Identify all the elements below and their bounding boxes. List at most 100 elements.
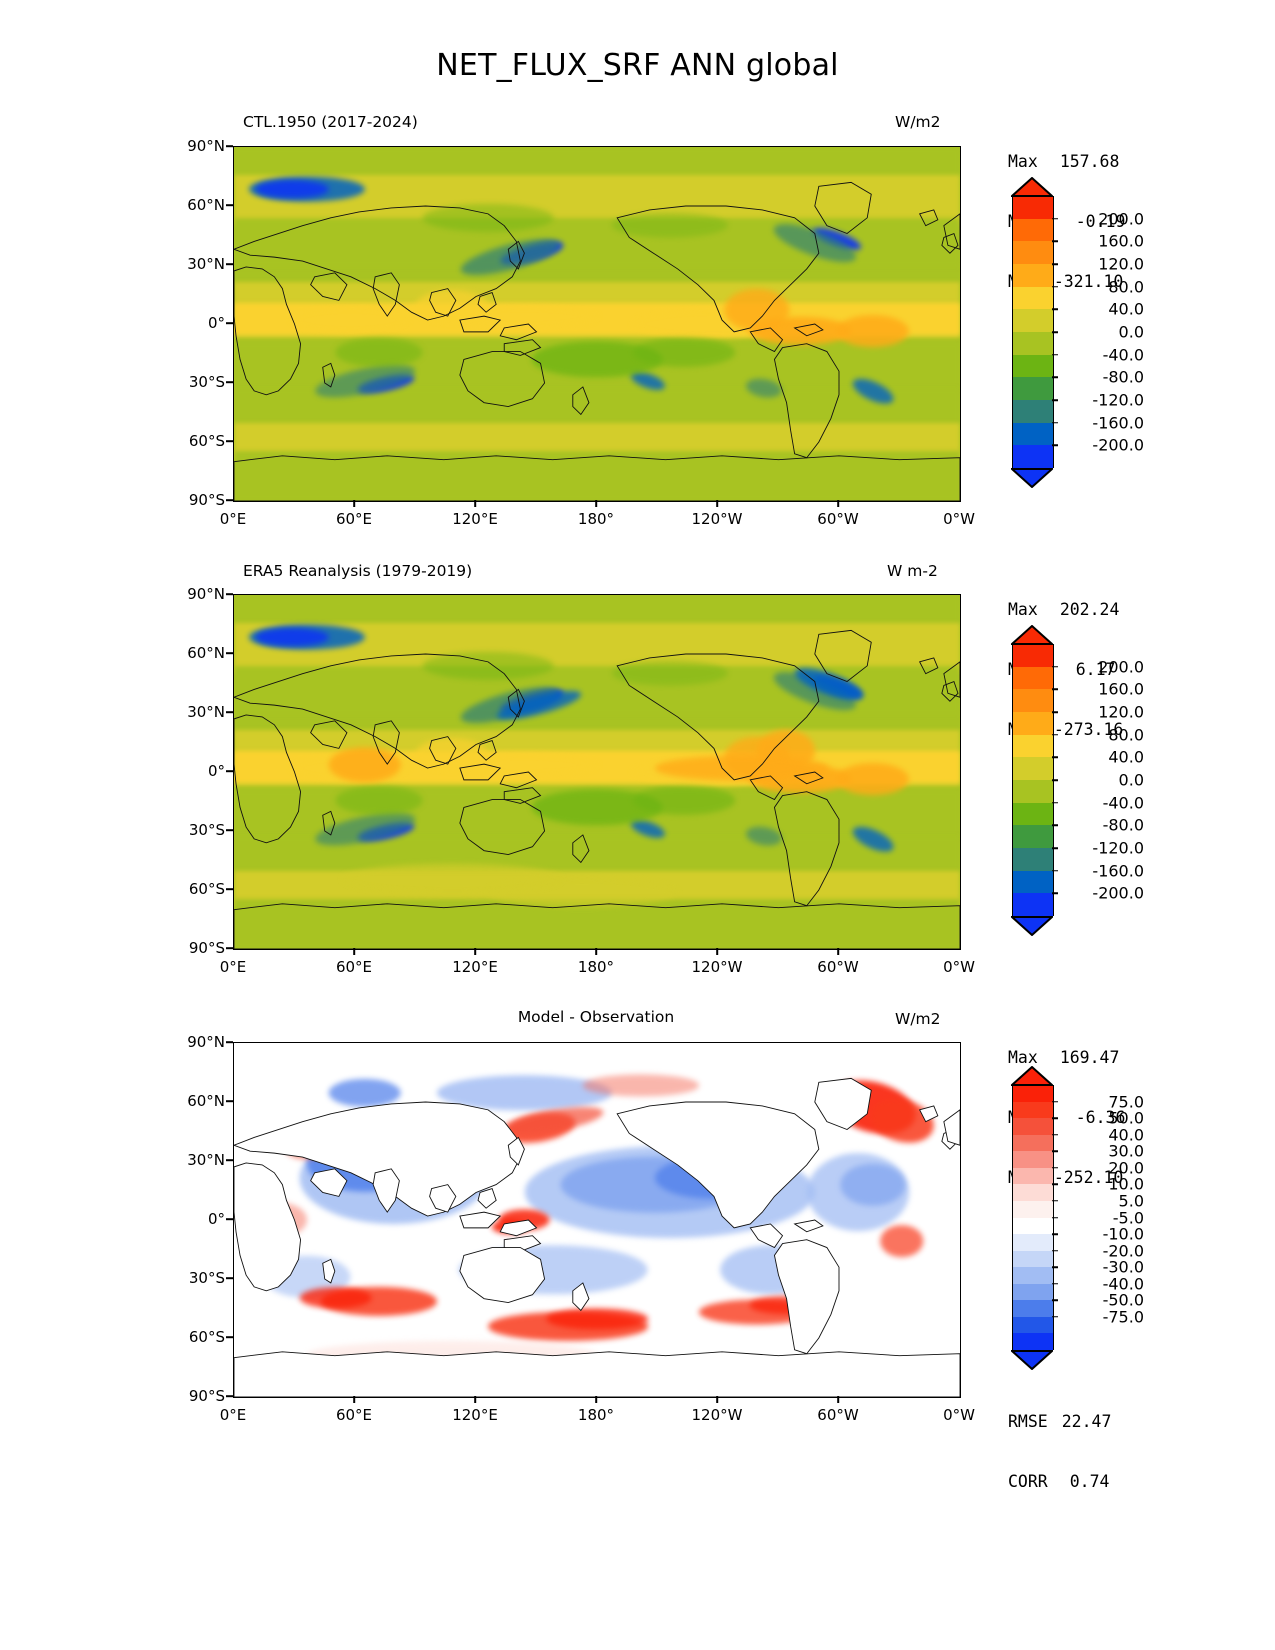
- stat-min-value: -273.16: [1053, 720, 1124, 739]
- coastline-path: [460, 1248, 545, 1303]
- panel-observation-header: ERA5 Reanalysis (1979-2019): [243, 562, 473, 580]
- ytick-label: 90°N: [187, 137, 225, 155]
- field-patch: [335, 786, 423, 815]
- colorbar-over-arrow-icon: [1009, 1065, 1055, 1086]
- colorbar-tick-mark: [1052, 240, 1058, 243]
- panel-model-header: CTL.1950 (2017-2024): [243, 113, 418, 131]
- colorbar-tick-mark: [1052, 756, 1058, 759]
- xtick-label: 120°W: [691, 510, 743, 528]
- xtick-label: 60°W: [817, 1406, 859, 1424]
- colorbar-band: [1013, 666, 1053, 690]
- coastline-path: [920, 210, 938, 226]
- coastline-path: [373, 273, 399, 316]
- field-patch: [451, 306, 597, 328]
- stat-max-label: Max: [1008, 600, 1038, 619]
- xtick-mark: [353, 500, 355, 507]
- xtick-label: 120°W: [691, 958, 743, 976]
- coastline-path: [944, 1110, 960, 1145]
- coastline-path: [750, 776, 782, 800]
- xtick-label: 60°W: [817, 958, 859, 976]
- colorbar-gradient: [1012, 196, 1054, 468]
- ytick-mark: [226, 947, 233, 949]
- colorbar-tick-label: -200.0: [1092, 883, 1144, 903]
- ytick-label: 90°S: [188, 491, 225, 509]
- xtick-mark: [474, 948, 476, 955]
- colorbar-tick-label: 200.0: [1098, 657, 1144, 677]
- coastline-path: [323, 1259, 335, 1283]
- colorbar-tick-label: -160.0: [1092, 861, 1144, 881]
- field-band: [234, 451, 960, 501]
- coastlines-model: [234, 147, 960, 501]
- coastlines-observation: [234, 595, 960, 949]
- colorbar-tick-label: 0.0: [1118, 770, 1144, 790]
- coastline-path: [500, 324, 536, 340]
- colorbar-tick-label: 50.0: [1108, 1108, 1144, 1128]
- colorbar-tick-mark: [1052, 263, 1058, 265]
- coastline-path: [460, 316, 500, 332]
- field-patch: [335, 338, 423, 367]
- colorbar-band: [1013, 1118, 1053, 1135]
- colorbar-tick-label: 120.0: [1098, 254, 1144, 274]
- xtick-mark: [716, 1396, 718, 1403]
- colorbar-tick-label: -160.0: [1092, 413, 1144, 433]
- colorbar-gradient: [1012, 644, 1054, 916]
- colorbar-band: [1013, 286, 1053, 310]
- colorbar-band: [1013, 802, 1053, 826]
- coastline-path: [750, 328, 782, 352]
- ytick-mark: [226, 204, 233, 206]
- coastlines-difference: [234, 1043, 960, 1397]
- ytick-label: 30°S: [188, 821, 225, 839]
- colorbar-tick-label: -80.0: [1102, 367, 1144, 387]
- map-observation[interactable]: [233, 594, 961, 950]
- colorbar-band: [1013, 1333, 1053, 1350]
- coastline-path: [920, 658, 938, 674]
- stat-min-value: -321.10: [1053, 272, 1124, 291]
- colorbar-band: [1013, 711, 1053, 735]
- coastline-path: [617, 206, 819, 332]
- coastline-path: [323, 363, 335, 387]
- xtick-mark: [474, 1396, 476, 1403]
- colorbar-tick-mark: [1052, 1117, 1058, 1119]
- ytick-mark: [226, 1277, 233, 1279]
- xtick-label: 0°E: [219, 1406, 247, 1424]
- coastline-path: [478, 293, 496, 313]
- colorbar-tick-mark: [1052, 1133, 1058, 1136]
- coastline-path: [234, 715, 301, 843]
- stat-max-value: 157.68: [1059, 152, 1120, 171]
- map-difference[interactable]: [233, 1042, 961, 1398]
- stat-max-label: Max: [1008, 152, 1038, 171]
- rmse-value: 22.47: [1061, 1412, 1112, 1431]
- field-patch: [255, 180, 329, 199]
- colorbar-tick-mark: [1052, 711, 1058, 713]
- colorbar-band: [1013, 309, 1053, 332]
- coastline-path: [774, 792, 839, 906]
- ytick-label: 30°S: [188, 1269, 225, 1287]
- stat-mean-value: -0.19: [1075, 212, 1126, 231]
- colorbar-tick-mark: [1052, 1233, 1058, 1235]
- coastline-path: [500, 1220, 536, 1236]
- colorbar-band: [1013, 1283, 1053, 1301]
- stat-min-value: -252.10: [1053, 1168, 1124, 1187]
- field-patch: [328, 747, 401, 783]
- colorbar-band: [1013, 1250, 1053, 1268]
- colorbar-gradient: [1012, 1085, 1054, 1350]
- coastline-path: [795, 772, 823, 784]
- colorbar-band: [1013, 1316, 1053, 1334]
- ytick-mark: [226, 263, 233, 265]
- colorbar-band: [1013, 644, 1053, 667]
- colorbar-tick-mark: [1052, 1316, 1058, 1318]
- ytick-label: 60°S: [188, 1328, 225, 1346]
- colorbar-tick-mark: [1052, 444, 1058, 447]
- colorbar-band: [1013, 757, 1053, 780]
- colorbar-under-arrow-icon: [1009, 468, 1055, 489]
- coastline-path: [942, 234, 958, 254]
- map-model[interactable]: [233, 146, 961, 502]
- xtick-mark: [716, 500, 718, 507]
- colorbar-over-arrow-icon: [1009, 624, 1055, 645]
- coastline-path: [234, 267, 301, 395]
- coastline-path: [234, 654, 520, 768]
- coastline-path: [815, 1078, 871, 1129]
- xtick-label: 0°E: [219, 510, 247, 528]
- colorbar-band: [1013, 1184, 1053, 1201]
- coastline-path: [430, 289, 456, 317]
